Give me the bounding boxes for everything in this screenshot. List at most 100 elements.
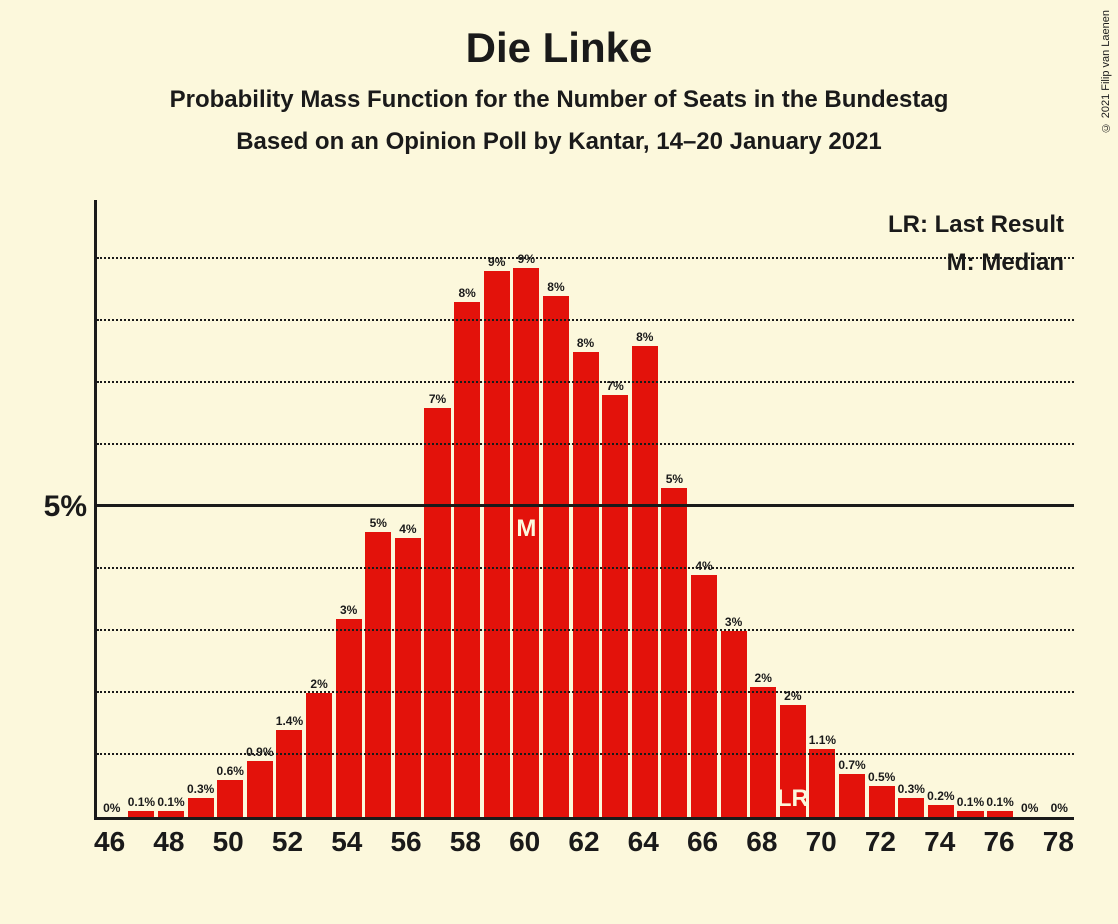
x-tick <box>303 826 331 858</box>
bar-value-label: 5% <box>666 472 683 488</box>
grid-line <box>97 443 1074 445</box>
x-tick <box>659 826 687 858</box>
grid-line <box>97 753 1074 755</box>
x-tick <box>1015 826 1043 858</box>
bar-slot: 3% <box>334 200 364 817</box>
bar-slot: 0.1% <box>985 200 1015 817</box>
bar-value-label: 0.6% <box>217 764 244 780</box>
bar: 4% <box>691 575 717 817</box>
x-tick: 68 <box>746 826 777 858</box>
bar: 2% <box>306 693 332 817</box>
bar-overlay-label: LR <box>777 785 809 813</box>
bar-value-label: 5% <box>370 516 387 532</box>
bar: 5% <box>661 488 687 817</box>
y-axis-label: 5% <box>44 490 97 524</box>
bar-slot: 2%LR <box>778 200 808 817</box>
bar-slot: 2% <box>304 200 334 817</box>
x-tick <box>125 826 153 858</box>
chart-subtitle-2: Based on an Opinion Poll by Kantar, 14–2… <box>0 128 1118 156</box>
bar-slot: 0.3% <box>186 200 216 817</box>
x-tick: 78 <box>1043 826 1074 858</box>
bar: 2% <box>750 687 776 817</box>
x-tick <box>777 826 805 858</box>
bar: 3% <box>336 619 362 817</box>
bar-slot: 5% <box>363 200 393 817</box>
x-tick: 54 <box>331 826 362 858</box>
bar-slot: 0% <box>97 200 127 817</box>
bar: 0.2% <box>928 805 954 817</box>
bar: 0.6% <box>217 780 243 817</box>
x-tick: 56 <box>390 826 421 858</box>
x-tick <box>540 826 568 858</box>
plot-area: LR: Last Result M: Median 0%0.1%0.1%0.3%… <box>94 200 1074 820</box>
bar: 8% <box>632 346 658 817</box>
bar-slot: 0.6% <box>215 200 245 817</box>
bar-slot: 9%M <box>512 200 542 817</box>
bar-slot: 1.1% <box>808 200 838 817</box>
bar-value-label: 1.4% <box>276 714 303 730</box>
bar-slot: 0.1% <box>956 200 986 817</box>
bar-slot: 7% <box>600 200 630 817</box>
bar: 8% <box>573 352 599 817</box>
grid-line <box>97 629 1074 631</box>
x-tick: 62 <box>568 826 599 858</box>
x-tick <box>896 826 924 858</box>
x-tick <box>184 826 212 858</box>
bar-slot: 7% <box>423 200 453 817</box>
bar: 8% <box>454 302 480 817</box>
x-tick <box>600 826 628 858</box>
x-tick: 46 <box>94 826 125 858</box>
bar-slot: 0.7% <box>837 200 867 817</box>
bar-slot: 8% <box>571 200 601 817</box>
bar-value-label: 0.5% <box>868 770 895 786</box>
bar: 1.1% <box>809 749 835 817</box>
x-tick <box>422 826 450 858</box>
x-tick: 52 <box>272 826 303 858</box>
x-tick: 58 <box>450 826 481 858</box>
bar-slot: 2% <box>748 200 778 817</box>
bar: 0.7% <box>839 774 865 817</box>
copyright-text: © 2021 Filip van Laenen <box>1100 10 1112 133</box>
bar-value-label: 3% <box>340 603 357 619</box>
bar: 2%LR <box>780 705 806 817</box>
bar-value-label: 0.1% <box>957 795 984 811</box>
bar-slot: 4% <box>393 200 423 817</box>
bar-value-label: 0% <box>1021 801 1038 817</box>
x-axis: 46 48 50 52 54 56 58 60 62 64 66 68 70 7… <box>94 826 1074 858</box>
bar-slot: 9% <box>482 200 512 817</box>
bar-value-label: 8% <box>458 286 475 302</box>
chart-container: LR: Last Result M: Median 0%0.1%0.1%0.3%… <box>44 200 1074 860</box>
x-tick: 48 <box>153 826 184 858</box>
grid-line <box>97 567 1074 569</box>
bar-value-label: 4% <box>399 522 416 538</box>
bar-slot: 4% <box>689 200 719 817</box>
grid-line <box>97 319 1074 321</box>
bar-value-label: 0.1% <box>986 795 1013 811</box>
bar-slot: 8% <box>630 200 660 817</box>
bar-slot: 0% <box>1045 200 1075 817</box>
bar: 7% <box>424 408 450 817</box>
bar: 8% <box>543 296 569 817</box>
x-tick <box>362 826 390 858</box>
grid-line <box>97 691 1074 693</box>
bar-value-label: 8% <box>636 330 653 346</box>
x-tick: 76 <box>983 826 1014 858</box>
bar: 0.1% <box>158 811 184 817</box>
bar-value-label: 0.3% <box>898 782 925 798</box>
x-tick: 66 <box>687 826 718 858</box>
bar: 5% <box>365 532 391 817</box>
bar: 1.4% <box>276 730 302 817</box>
x-tick: 72 <box>865 826 896 858</box>
bar: 3% <box>721 631 747 817</box>
bar: 4% <box>395 538 421 817</box>
bar-slot: 0.9% <box>245 200 275 817</box>
bar-slot: 0.5% <box>867 200 897 817</box>
chart-subtitle-1: Probability Mass Function for the Number… <box>0 86 1118 114</box>
x-tick: 60 <box>509 826 540 858</box>
bar: 0.1% <box>987 811 1013 817</box>
grid-line <box>97 381 1074 383</box>
bar-overlay-label: M <box>516 515 536 543</box>
bar-value-label: 0.2% <box>927 789 954 805</box>
bar-slot: 0.3% <box>896 200 926 817</box>
bar-slot: 0% <box>1015 200 1045 817</box>
